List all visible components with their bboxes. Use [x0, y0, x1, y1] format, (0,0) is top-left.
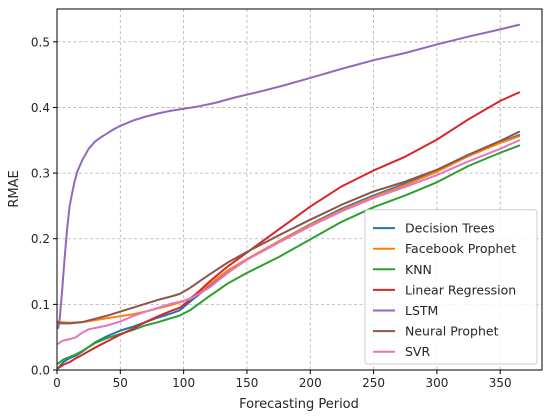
legend-label-lstm: LSTM: [405, 303, 438, 318]
x-tick-label: 150: [235, 376, 258, 390]
legend-label-svr: SVR: [405, 344, 430, 359]
x-tick-label: 0: [53, 376, 61, 390]
y-tick-label: 0.0: [31, 364, 50, 378]
legend: Decision Trees Facebook Prophet KNN Linear …: [364, 209, 538, 365]
legend-label-neural-prophet: Neural Prophet: [405, 324, 499, 339]
x-axis-label: Forecasting Period: [239, 397, 359, 412]
y-tick-label: 0.4: [31, 101, 50, 115]
legend-label-knn: KNN: [405, 262, 432, 277]
y-tick-label: 0.3: [31, 167, 50, 181]
series-layer: [57, 23, 521, 370]
x-tick-label: 50: [113, 376, 128, 390]
x-tick-label: 200: [299, 376, 322, 390]
series-line-knn: [57, 144, 521, 365]
x-axis: 0 50 100 150 200 250 300 350: [53, 370, 512, 390]
series-line-lstm: [57, 23, 521, 329]
legend-label-linear-regression: Linear Regression: [405, 282, 516, 297]
legend-box: [364, 209, 538, 365]
x-tick-label: 300: [425, 376, 448, 390]
legend-label-decision-trees: Decision Trees: [405, 221, 495, 236]
y-axis-label: RMAE: [7, 170, 22, 207]
y-tick-label: 0.1: [31, 298, 50, 312]
y-tick-label: 0.5: [31, 35, 50, 49]
series-line-linear-regression: [57, 91, 521, 370]
series-line-neural-prophet: [57, 130, 521, 325]
legend-label-facebook-prophet: Facebook Prophet: [405, 241, 516, 256]
x-tick-label: 250: [362, 376, 385, 390]
y-tick-label: 0.2: [31, 232, 50, 246]
y-axis: 0.0 0.1 0.2 0.3 0.4 0.5: [31, 35, 57, 378]
series-line-svr: [57, 139, 521, 345]
x-tick-label: 350: [489, 376, 512, 390]
x-tick-label: 100: [172, 376, 195, 390]
plot-frame: [56, 8, 543, 371]
